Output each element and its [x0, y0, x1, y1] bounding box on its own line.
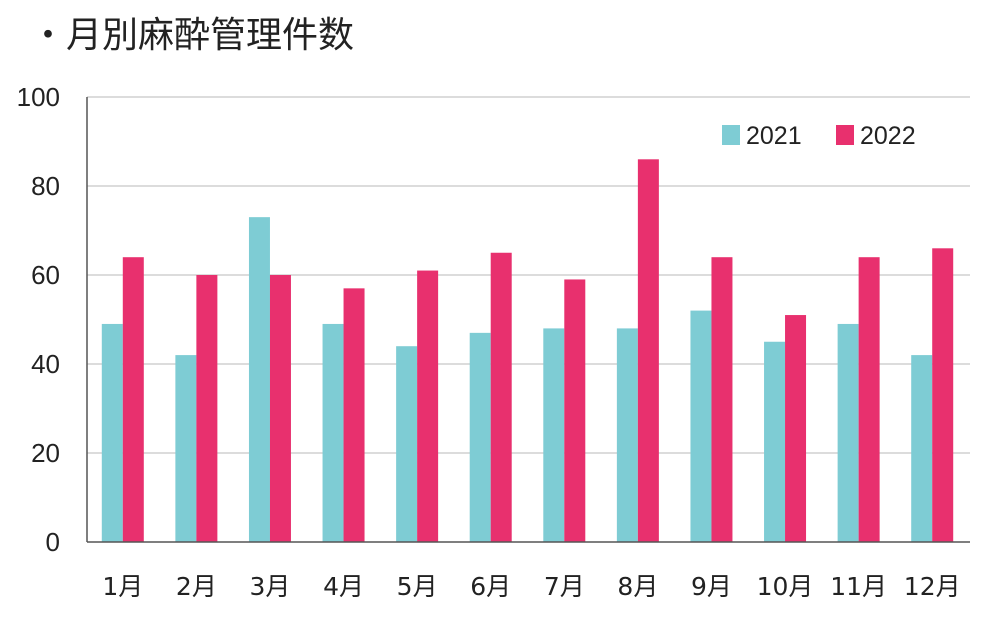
bar-2022-8: [637, 159, 659, 543]
chart-title: ・月別麻酔管理件数: [30, 15, 355, 56]
bar-2021-8: [616, 328, 638, 542]
legend-label-2021: 2021: [746, 122, 802, 150]
bar-2021-11: [837, 323, 859, 542]
x-tick-label: 12月: [904, 572, 961, 601]
legend-label-2022: 2022: [860, 122, 916, 150]
bar-2021-9: [690, 310, 712, 542]
bar-2022-9: [711, 257, 733, 542]
y-tick-label: 20: [31, 438, 60, 468]
bar-2022-7: [564, 279, 586, 542]
y-tick-label: 80: [31, 171, 60, 201]
bar-2022-4: [343, 288, 365, 542]
legend-swatch-2022: [836, 125, 854, 145]
bars: [101, 159, 954, 543]
x-tick-label: 10月: [757, 572, 814, 601]
bar-2021-1: [101, 323, 123, 542]
bar-2022-1: [122, 257, 144, 542]
legend: 2021 2022: [722, 122, 916, 150]
bar-2021-4: [322, 323, 344, 542]
legend-swatch-2021: [722, 125, 740, 145]
x-tick-label: 8月: [617, 572, 658, 601]
x-tick-label: 5月: [397, 572, 438, 601]
bar-2022-6: [490, 252, 512, 542]
x-tick-label: 11月: [830, 572, 887, 601]
x-tick-label: 3月: [250, 572, 291, 601]
x-tick-label: 7月: [544, 572, 585, 601]
bar-2021-5: [396, 346, 418, 542]
bar-2021-6: [469, 332, 491, 542]
bar-2022-5: [417, 270, 439, 542]
x-tick-label: 2月: [176, 572, 217, 601]
bar-2022-2: [196, 275, 218, 542]
y-tick-label: 0: [46, 527, 60, 557]
axes: [86, 97, 970, 543]
y-tick-labels: 0 20 40 60 80 100: [17, 82, 60, 557]
x-tick-label: 4月: [323, 572, 364, 601]
x-tick-label: 6月: [470, 572, 511, 601]
gridlines: [87, 96, 970, 454]
bar-2021-12: [911, 355, 933, 542]
bar-2021-2: [175, 355, 197, 542]
bar-2022-11: [858, 257, 880, 542]
y-tick-label: 100: [17, 82, 60, 112]
bar-2021-7: [543, 328, 565, 542]
bar-2022-3: [269, 275, 291, 542]
bar-2021-3: [248, 217, 270, 542]
x-tick-labels: 1月 2月 3月 4月 5月 6月 7月 8月 9月 10月 11月 12月: [102, 572, 960, 601]
x-tick-label: 9月: [691, 572, 732, 601]
bar-2021-10: [764, 341, 786, 542]
bar-2022-12: [932, 248, 954, 543]
y-tick-label: 60: [31, 260, 60, 290]
bar-2022-10: [785, 315, 807, 542]
x-tick-label: 1月: [102, 572, 143, 601]
y-tick-label: 40: [31, 349, 60, 379]
